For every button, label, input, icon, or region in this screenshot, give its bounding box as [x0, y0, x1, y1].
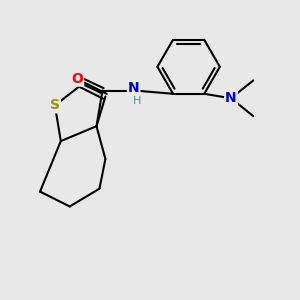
Text: H: H [133, 96, 142, 106]
Text: S: S [50, 98, 60, 112]
Text: N: N [128, 81, 140, 95]
Text: N: N [225, 91, 237, 105]
Text: O: O [71, 72, 83, 86]
